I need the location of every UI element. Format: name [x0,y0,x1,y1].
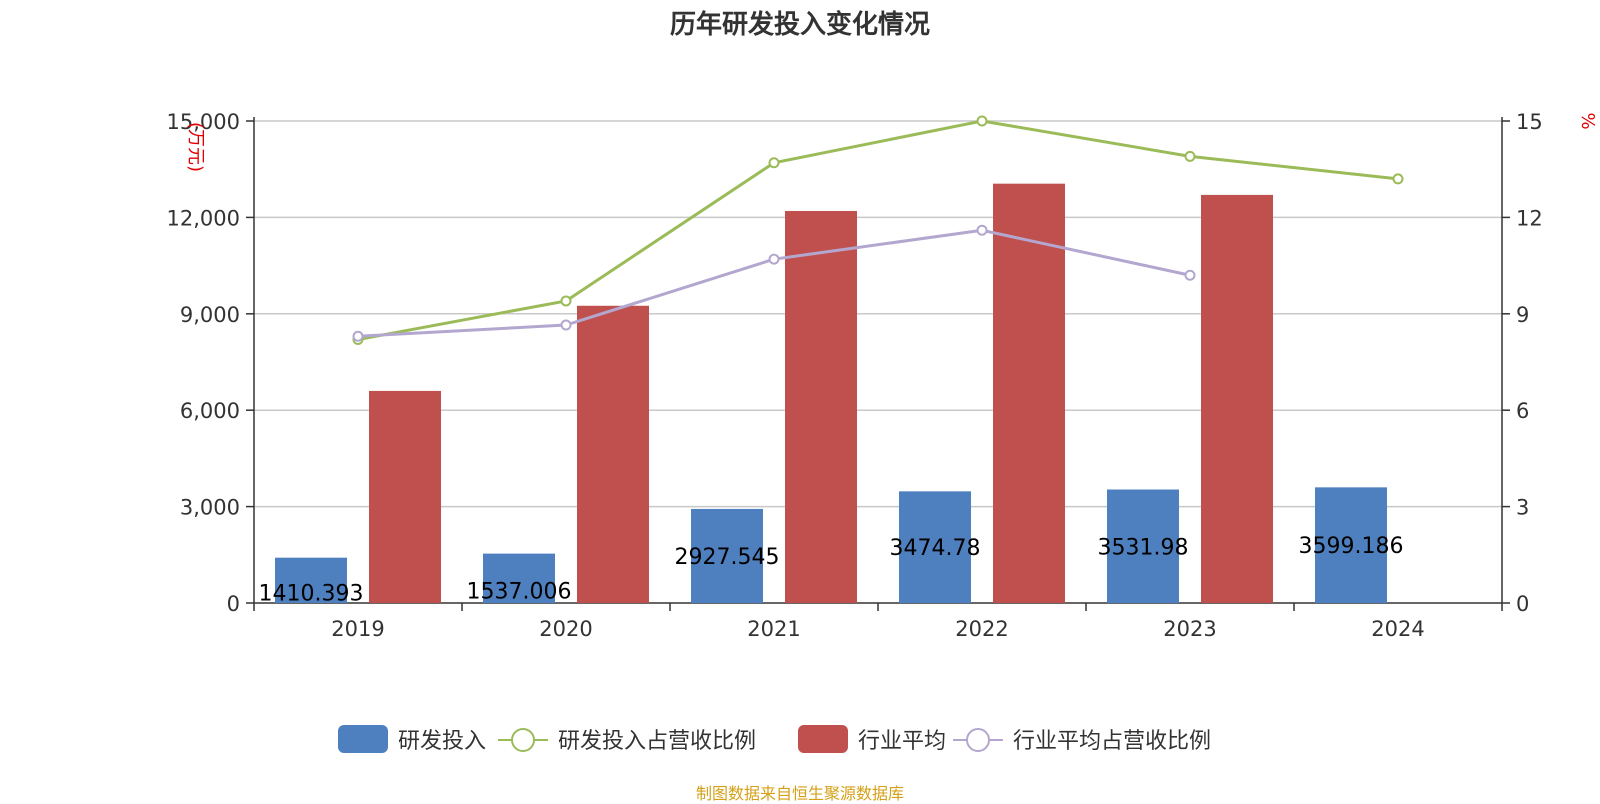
data-label: 3599.186 [1299,534,1404,559]
line-point [768,157,780,169]
legend-swatch-marker [966,728,990,752]
x-tick-label: 2020 [539,617,592,641]
x-tick-label: 2023 [1163,617,1216,641]
series-line [357,228,1191,338]
line-point [1392,173,1404,185]
legend-label: 行业平均占营收比例 [1013,729,1211,754]
bar-rd [899,491,971,603]
data-label: 3474.78 [890,536,981,561]
x-tick-label: 2019 [331,617,384,641]
data-label: 1537.006 [467,579,572,604]
data-label: 3531.98 [1098,535,1189,560]
x-tick-label: 2022 [955,617,1008,641]
data-label: 1410.393 [259,581,364,606]
legend-label: 研发投入占营收比例 [558,729,756,754]
legend-label: 研发投入 [398,729,486,754]
right-tick-label: 0 [1516,592,1529,616]
left-axis-unit: (万元) [185,122,206,172]
line-point [976,115,988,127]
bar-rd [1315,487,1387,603]
legend-swatch-marker [511,728,535,752]
bar-rd [691,508,763,603]
bar-rd [275,557,347,603]
bar-industry [785,210,857,603]
series-line [357,119,1399,341]
x-tick-label: 2024 [1371,617,1424,641]
line-point [1184,150,1196,162]
left-tick-label: 15,000 [167,110,240,134]
line-point [976,224,988,236]
legend-swatch-bar [798,725,848,753]
left-tick-label: 6,000 [180,399,240,423]
left-tick-label: 0 [227,592,240,616]
right-tick-label: 15 [1516,110,1543,134]
bar-rd [1107,489,1179,603]
right-tick-label: 12 [1516,206,1543,230]
left-tick-label: 3,000 [180,496,240,520]
bar-industry [993,183,1065,603]
data-label: 2927.545 [675,545,780,570]
bar-industry [369,390,441,603]
line-point [1184,269,1196,281]
line-point [560,295,572,307]
left-tick-label: 12,000 [167,206,240,230]
bar-industry [1201,194,1273,603]
legend-label: 行业平均 [858,729,946,754]
line-point [560,319,572,331]
x-tick-label: 2021 [747,617,800,641]
right-tick-label: 3 [1516,496,1529,520]
legend-swatch-bar [338,725,388,753]
chart-title: 历年研发投入变化情况 [669,10,930,40]
left-tick-label: 9,000 [180,303,240,327]
line-point [768,253,780,265]
line-point [352,330,364,342]
right-axis-unit: % [1577,112,1598,129]
bar-rd [483,553,555,603]
bar-industry [577,305,649,603]
source-note: 制图数据来自恒生聚源数据库 [695,784,904,803]
right-tick-label: 9 [1516,303,1529,327]
right-tick-label: 6 [1516,399,1529,423]
